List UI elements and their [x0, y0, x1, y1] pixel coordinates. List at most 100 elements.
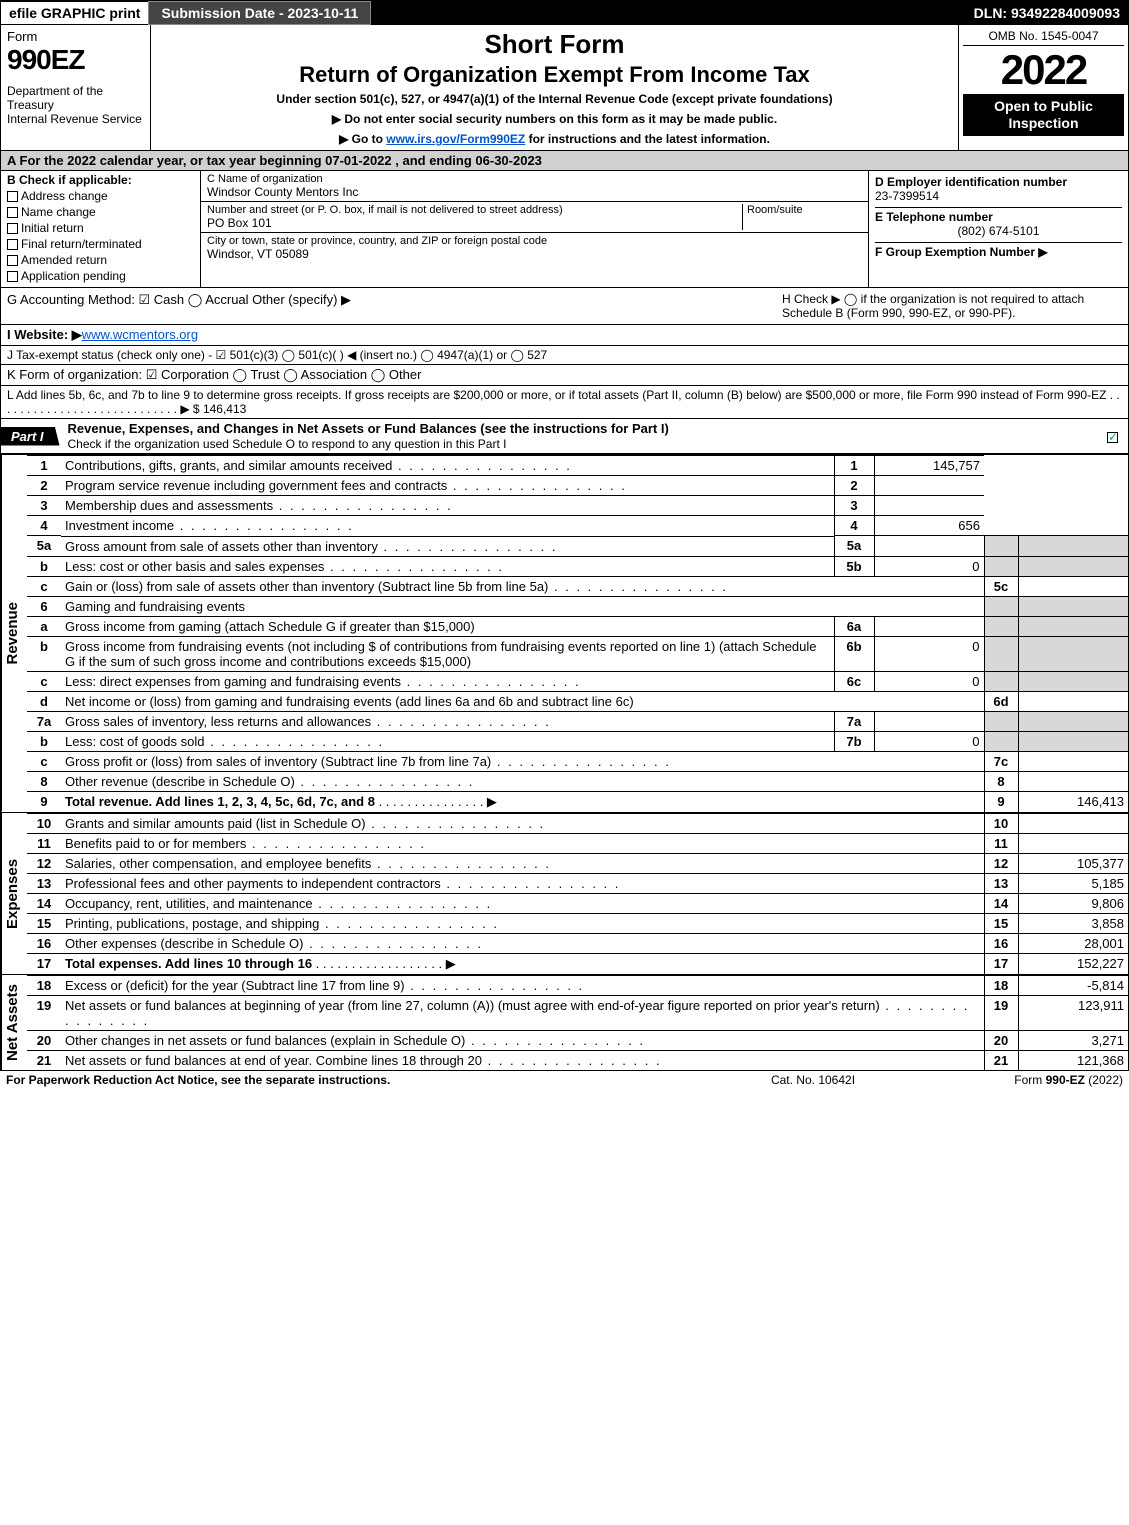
form-word: Form — [7, 29, 144, 44]
c-addr-label: Number and street (or P. O. box, if mail… — [207, 204, 742, 216]
dept-label: Department of the Treasury — [7, 84, 144, 112]
part-i-header: Part I Revenue, Expenses, and Changes in… — [1, 419, 1128, 454]
header-right: OMB No. 1545-0047 2022 Open to Public In… — [958, 25, 1128, 150]
footer-right: Form 990-EZ (2022) — [923, 1073, 1123, 1087]
note-goto-pre: ▶ Go to — [339, 132, 386, 146]
form-number: 990EZ — [7, 44, 144, 76]
expenses-section: Expenses 10Grants and similar amounts pa… — [1, 812, 1128, 974]
c-name-cell: C Name of organization Windsor County Me… — [201, 171, 868, 202]
title-short: Short Form — [157, 29, 952, 60]
c-addr-cell: Number and street (or P. O. box, if mail… — [201, 202, 868, 233]
header-center: Short Form Return of Organization Exempt… — [151, 25, 958, 150]
header: Form 990EZ Department of the Treasury In… — [1, 25, 1128, 151]
row-13: 13Professional fees and other payments t… — [27, 873, 1128, 893]
row-20: 20Other changes in net assets or fund ba… — [27, 1030, 1128, 1050]
row-5a: 5aGross amount from sale of assets other… — [27, 536, 1128, 557]
netassets-sidelabel: Net Assets — [1, 975, 27, 1070]
g-accounting: G Accounting Method: ☑ Cash ◯ Accrual Ot… — [7, 292, 782, 320]
f-label: F Group Exemption Number ▶ — [875, 245, 1048, 259]
row-4: 4Investment income4656 — [27, 516, 1128, 536]
row-6b: bGross income from fundraising events (n… — [27, 636, 1128, 671]
row-11: 11Benefits paid to or for members11 — [27, 833, 1128, 853]
inspection-badge: Open to Public Inspection — [963, 94, 1124, 136]
form-page: efile GRAPHIC print Submission Date - 20… — [0, 0, 1129, 1071]
section-bcd: B Check if applicable: Address change Na… — [1, 171, 1128, 288]
row-1: 1Contributions, gifts, grants, and simil… — [27, 456, 1128, 476]
top-bar: efile GRAPHIC print Submission Date - 20… — [1, 1, 1128, 25]
note-goto: ▶ Go to www.irs.gov/Form990EZ for instru… — [157, 132, 952, 146]
chk-name[interactable]: Name change — [7, 205, 194, 219]
note-ssn: ▶ Do not enter social security numbers o… — [157, 112, 952, 126]
omb-number: OMB No. 1545-0047 — [963, 27, 1124, 46]
d-label: D Employer identification number — [875, 175, 1122, 189]
row-8: 8Other revenue (describe in Schedule O)8 — [27, 771, 1128, 791]
submission-date: Submission Date - 2023-10-11 — [148, 1, 371, 25]
i-website: I Website: ▶www.wcmentors.org — [1, 325, 1128, 346]
e-phone: E Telephone number (802) 674-5101 — [875, 208, 1122, 243]
tax-year: 2022 — [963, 46, 1124, 94]
col-c: C Name of organization Windsor County Me… — [201, 171, 868, 287]
irs-link[interactable]: www.irs.gov/Form990EZ — [386, 132, 525, 146]
dln-label: DLN: 93492284009093 — [966, 2, 1128, 24]
c-city-label: City or town, state or province, country… — [207, 235, 862, 247]
part-i-tab: Part I — [1, 427, 60, 446]
header-left: Form 990EZ Department of the Treasury In… — [1, 25, 151, 150]
row-19: 19Net assets or fund balances at beginni… — [27, 995, 1128, 1030]
row-21: 21Net assets or fund balances at end of … — [27, 1050, 1128, 1070]
row-7a: 7aGross sales of inventory, less returns… — [27, 711, 1128, 731]
expenses-table: 10Grants and similar amounts paid (list … — [27, 813, 1128, 974]
d-ein: D Employer identification number 23-7399… — [875, 173, 1122, 208]
footer-left: For Paperwork Reduction Act Notice, see … — [6, 1073, 703, 1087]
title-return: Return of Organization Exempt From Incom… — [157, 62, 952, 88]
netassets-table: 18Excess or (deficit) for the year (Subt… — [27, 975, 1128, 1070]
revenue-section: Revenue 1Contributions, gifts, grants, a… — [1, 454, 1128, 812]
chk-amended[interactable]: Amended return — [7, 253, 194, 267]
row-9: 9Total revenue. Add lines 1, 2, 3, 4, 5c… — [27, 791, 1128, 812]
room-label: Room/suite — [742, 204, 862, 230]
row-14: 14Occupancy, rent, utilities, and mainte… — [27, 893, 1128, 913]
efile-label: efile GRAPHIC print — [1, 2, 148, 24]
row-16: 16Other expenses (describe in Schedule O… — [27, 933, 1128, 953]
l-gross-receipts: L Add lines 5b, 6c, and 7b to line 9 to … — [1, 386, 1128, 419]
k-org-form: K Form of organization: ☑ Corporation ◯ … — [1, 365, 1128, 386]
website-link[interactable]: www.wcmentors.org — [82, 327, 198, 342]
row-18: 18Excess or (deficit) for the year (Subt… — [27, 975, 1128, 995]
section-gh: G Accounting Method: ☑ Cash ◯ Accrual Ot… — [1, 288, 1128, 325]
org-name: Windsor County Mentors Inc — [207, 185, 862, 199]
title-under: Under section 501(c), 527, or 4947(a)(1)… — [157, 92, 952, 106]
ein-value: 23-7399514 — [875, 189, 1122, 203]
chk-address[interactable]: Address change — [7, 189, 194, 203]
note-goto-post: for instructions and the latest informat… — [525, 132, 770, 146]
row-6c: cLess: direct expenses from gaming and f… — [27, 671, 1128, 691]
part-i-checkline: Check if the organization used Schedule … — [68, 437, 507, 451]
e-label: E Telephone number — [875, 210, 1122, 224]
row-6: 6Gaming and fundraising events — [27, 596, 1128, 616]
row-2: 2Program service revenue including gover… — [27, 476, 1128, 496]
row-15: 15Printing, publications, postage, and s… — [27, 913, 1128, 933]
chk-initial[interactable]: Initial return — [7, 221, 194, 235]
i-label: I Website: ▶ — [7, 327, 82, 342]
netassets-section: Net Assets 18Excess or (deficit) for the… — [1, 974, 1128, 1070]
row-6d: dNet income or (loss) from gaming and fu… — [27, 691, 1128, 711]
row-7b: bLess: cost of goods sold7b0 — [27, 731, 1128, 751]
part-i-title: Revenue, Expenses, and Changes in Net As… — [60, 419, 1100, 453]
c-name-label: C Name of organization — [207, 173, 862, 185]
footer: For Paperwork Reduction Act Notice, see … — [0, 1071, 1129, 1089]
row-3: 3Membership dues and assessments3 — [27, 496, 1128, 516]
row-5c: cGain or (loss) from sale of assets othe… — [27, 576, 1128, 596]
b-label: B Check if applicable: — [7, 173, 132, 187]
footer-cat: Cat. No. 10642I — [703, 1073, 923, 1087]
col-d: D Employer identification number 23-7399… — [868, 171, 1128, 287]
c-city-cell: City or town, state or province, country… — [201, 233, 868, 263]
chk-final[interactable]: Final return/terminated — [7, 237, 194, 251]
org-city: Windsor, VT 05089 — [207, 247, 862, 261]
revenue-sidelabel: Revenue — [1, 455, 27, 812]
row-5b: bLess: cost or other basis and sales exp… — [27, 556, 1128, 576]
row-12: 12Salaries, other compensation, and empl… — [27, 853, 1128, 873]
part-i-checkbox[interactable] — [1100, 429, 1128, 444]
row-6a: aGross income from gaming (attach Schedu… — [27, 616, 1128, 636]
f-group: F Group Exemption Number ▶ — [875, 243, 1122, 263]
section-a: A For the 2022 calendar year, or tax yea… — [1, 151, 1128, 171]
irs-label: Internal Revenue Service — [7, 112, 144, 126]
chk-pending[interactable]: Application pending — [7, 269, 194, 283]
